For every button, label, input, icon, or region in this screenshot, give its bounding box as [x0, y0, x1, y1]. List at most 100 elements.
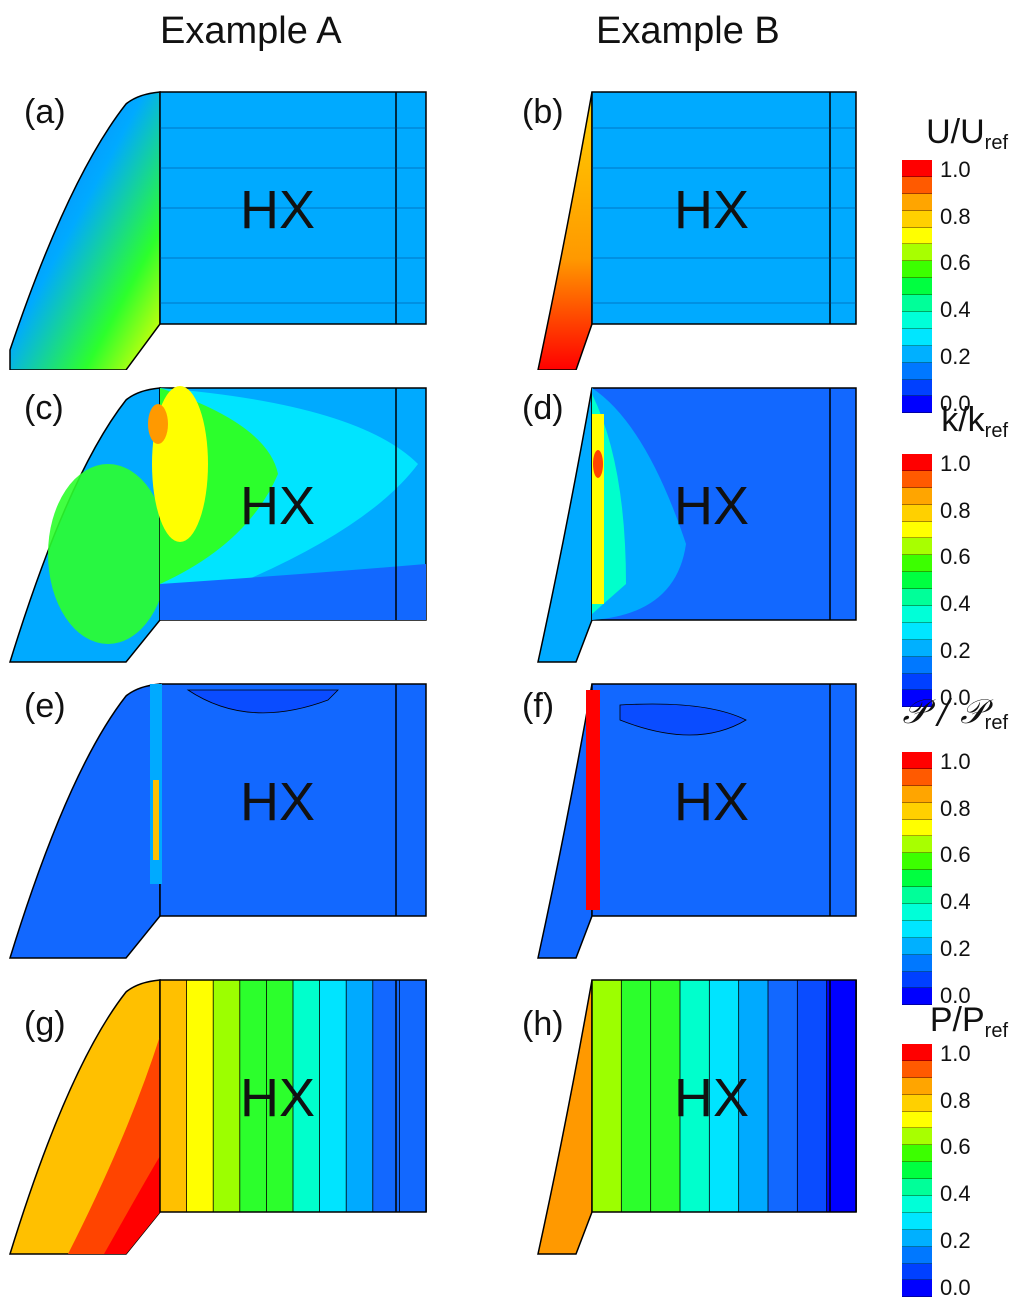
colorbar-tick-label: 0.4 — [940, 297, 971, 323]
colorbar-swatch — [902, 210, 932, 228]
colorbar-swatch — [902, 920, 932, 938]
colorbar-swatch — [902, 328, 932, 346]
colorbar-swatch — [902, 1094, 932, 1112]
colorbar-swatch — [902, 802, 932, 820]
pressure-band — [650, 979, 681, 1213]
colorbar-tick-label: 0.4 — [940, 1181, 971, 1207]
colorbar-swatch — [902, 345, 932, 363]
colorbar-swatch — [902, 785, 932, 803]
colorbar-swatch — [902, 1060, 932, 1078]
panel-a-velocity-example-a — [9, 91, 427, 370]
colorbar-swatch — [902, 454, 932, 471]
panel-label-g: (g) — [24, 1005, 66, 1043]
colorbar-swatch — [902, 870, 932, 888]
pressure-band — [796, 979, 828, 1213]
colorbar-swatch — [902, 487, 932, 505]
colorbar-tick-label: 0.2 — [940, 343, 971, 369]
panel-label-b: (b) — [522, 93, 564, 131]
colorbar-swatch — [902, 988, 932, 1006]
panel-label-a: (a) — [24, 93, 66, 131]
colorbar-tick-label: 0.8 — [940, 1087, 971, 1113]
colorbar-swatch — [902, 673, 932, 691]
panel-h-pressure-example-b — [537, 979, 857, 1255]
pressure-band — [738, 979, 769, 1213]
column-title-example-a: Example A — [160, 10, 342, 52]
colorbar-swatch — [902, 1111, 932, 1129]
colorbar-title-production: 𝒫 / 𝒫ref — [902, 692, 1008, 734]
pressure-band — [159, 979, 188, 1213]
colorbar-velocity — [902, 160, 932, 414]
pressure-band — [212, 979, 241, 1213]
colorbar-swatch — [902, 1044, 932, 1061]
colorbar-swatch — [902, 379, 932, 397]
hx-label-e: HX — [240, 772, 316, 832]
panel-label-h: (h) — [522, 1005, 564, 1043]
colorbar-swatch — [902, 362, 932, 380]
colorbar-swatch — [902, 555, 932, 573]
panel-label-d: (d) — [522, 389, 564, 427]
pressure-band — [319, 979, 348, 1213]
colorbar-tick-label: 0.6 — [940, 544, 971, 570]
colorbar-swatch — [902, 1212, 932, 1230]
pressure-band — [767, 979, 799, 1213]
colorbar-swatch — [902, 193, 932, 211]
colorbar-swatch — [902, 690, 932, 708]
hx-label-d: HX — [674, 476, 750, 536]
colorbar-tick-label: 0.2 — [940, 637, 971, 663]
colorbar-swatch — [902, 295, 932, 313]
panel-b-velocity-example-b — [537, 91, 857, 370]
colorbar-swatch — [902, 261, 932, 279]
colorbar-swatch — [902, 160, 932, 177]
colorbar-swatch — [902, 244, 932, 262]
colorbar-tick-label: 0.2 — [940, 935, 971, 961]
pressure-band — [620, 979, 652, 1213]
hx-label-a: HX — [240, 180, 316, 240]
colorbar-swatch — [902, 937, 932, 955]
hx-label-f: HX — [674, 772, 750, 832]
colorbar-swatch — [902, 1179, 932, 1197]
colorbar-swatch — [902, 819, 932, 837]
colorbar-swatch — [902, 1145, 932, 1163]
panel-label-c: (c) — [24, 389, 64, 427]
colorbar-tick-label: 0.4 — [940, 591, 971, 617]
colorbar-swatch — [902, 836, 932, 854]
colorbar-swatch — [902, 1229, 932, 1247]
colorbar-swatch — [902, 1263, 932, 1281]
column-title-example-b: Example B — [596, 10, 780, 52]
pressure-bands-b — [591, 979, 857, 1213]
colorbar-tick-label: 1.0 — [940, 1041, 971, 1066]
colorbar-swatch — [902, 538, 932, 556]
colorbar-swatch — [902, 904, 932, 921]
colorbar-tick-label: 0.8 — [940, 497, 971, 523]
colorbar-tick-label: 0.0 — [940, 684, 971, 710]
colorbar-title-velocity: U/Uref — [926, 113, 1008, 154]
colorbar-swatch — [902, 1162, 932, 1180]
colorbar-swatch — [902, 227, 932, 245]
pressure-band — [239, 979, 268, 1213]
colorbar-swatch — [902, 572, 932, 590]
colorbar-tick-label: 0.0 — [940, 1274, 971, 1300]
colorbar-tick-label: 0.8 — [940, 795, 971, 821]
colorbar-swatch — [902, 1280, 932, 1298]
colorbar-swatch — [902, 278, 932, 296]
colorbar-title-tke: k/kref — [941, 401, 1008, 442]
pressure-band — [345, 979, 374, 1213]
pressure-band — [186, 979, 215, 1213]
colorbar-tick-label: 1.0 — [940, 451, 971, 476]
colorbar-tick-label: 1.0 — [940, 157, 971, 182]
colorbar-tke — [902, 454, 932, 708]
colorbar-swatch — [902, 768, 932, 786]
pressure-band — [591, 979, 623, 1213]
colorbar-tick-label: 0.8 — [940, 203, 971, 229]
colorbar-tick-label: 0.6 — [940, 842, 971, 868]
colorbar-tick-label: 0.0 — [940, 982, 971, 1008]
colorbar-swatch — [902, 656, 932, 674]
colorbar-swatch — [902, 606, 932, 623]
hx-label-b: HX — [674, 180, 750, 240]
panel-f-production-example-b — [537, 683, 857, 959]
colorbar-swatch — [902, 176, 932, 194]
panel-label-f: (f) — [522, 687, 555, 725]
panel-label-e: (e) — [24, 687, 66, 725]
pressure-band — [708, 979, 740, 1213]
hx-label-h: HX — [674, 1068, 750, 1128]
